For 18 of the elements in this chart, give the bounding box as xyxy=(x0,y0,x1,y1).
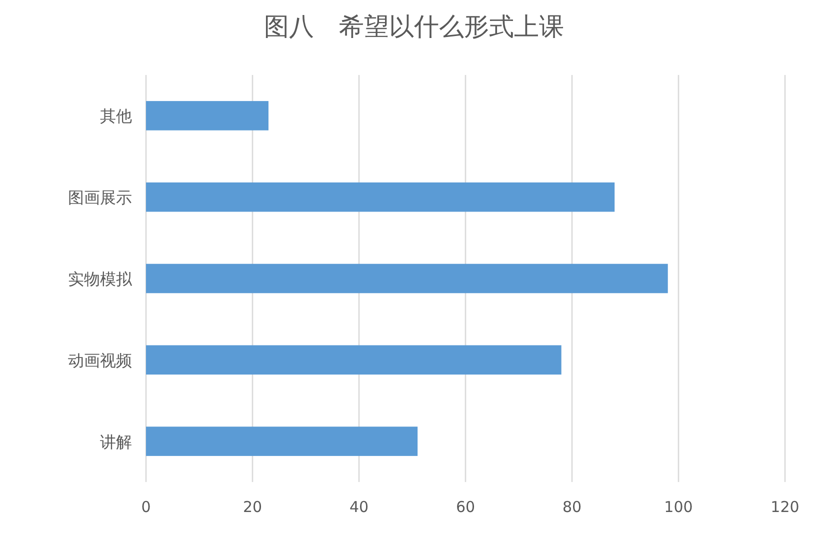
bar xyxy=(146,426,418,456)
x-tick-label: 0 xyxy=(141,498,151,516)
bar xyxy=(146,345,562,375)
y-tick-label: 动画视频 xyxy=(68,350,132,370)
x-tick-label: 100 xyxy=(664,498,693,516)
bar xyxy=(146,101,268,130)
y-tick-label: 图画展示 xyxy=(68,188,132,208)
y-tick-label: 其他 xyxy=(100,106,132,126)
y-tick-label: 实物模拟 xyxy=(68,270,133,288)
x-tick-label: 120 xyxy=(770,498,800,516)
bar xyxy=(146,264,668,294)
x-tick-label: 40 xyxy=(349,498,369,516)
y-tick-label: 讲解 xyxy=(100,432,132,452)
bar xyxy=(146,182,615,212)
x-tick-label: 60 xyxy=(456,498,476,516)
x-tick-label: 20 xyxy=(242,498,262,516)
x-tick-label: 80 xyxy=(562,498,582,516)
chart-title: 图八 希望以什么形式上课 xyxy=(264,12,564,41)
